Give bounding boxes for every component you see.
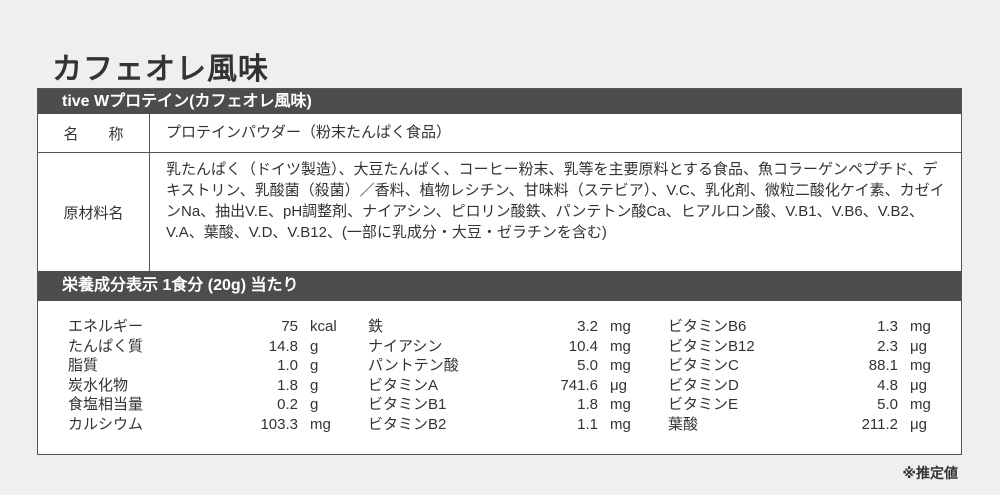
nutrient-unit: g [310,376,319,394]
nutrition-row: ビタミンB1 1.8 mg [368,395,668,415]
nutrient-name: ビタミンC [668,357,739,374]
nutrition-row: ナイアシン 10.4 mg [368,337,668,357]
nutrient-value: 1.8 [277,376,298,394]
nutrient-name: ビタミンA [368,376,439,394]
nutrition-row: 炭水化物 1.8 g [68,376,368,396]
nutrient-unit: mg [610,357,631,374]
nutrition-row: ビタミンA 741.6 μg [368,376,668,396]
ingredients-label: 原材料名 [38,153,150,271]
nutrition-grid: エネルギー 75 kcal たんぱく質 14.8 g 脂質 1.0 g 炭水化物 1.8 g 食塩相当量… [38,301,961,434]
estimate-note: ※推定値 [902,465,958,481]
nutrient-name: 炭水化物 [68,376,129,394]
nutrient-name: エネルギー [68,318,144,335]
nutrition-row: ビタミンC 88.1 mg [668,356,968,376]
nutrition-row: ビタミンB12 2.3 μg [668,337,968,357]
nutrient-name: ビタミンB1 [368,396,447,413]
nutrient-unit: mg [910,357,931,374]
nutrient-name: ナイアシン [368,337,443,355]
nutrition-column: 鉄 3.2 mg ナイアシン 10.4 mg パントテン酸 5.0 mg ビタミンA 741.6 μg… [368,317,668,434]
nutrient-unit: μg [910,415,927,433]
product-header: tive Wプロテイン(カフェオレ風味) [38,89,961,114]
nutrient-unit: kcal [310,318,337,335]
nutrition-row: エネルギー 75 kcal [68,317,368,337]
nutrition-column: ビタミンB6 1.3 mg ビタミンB12 2.3 μg ビタミンC 88.1 mg ビタミンD 4… [668,317,968,434]
nutrient-unit: mg [910,318,931,335]
nutrient-value: 741.6 [560,376,598,394]
product-info-table: tive Wプロテイン(カフェオレ風味) 名 称 プロテインパウダー（粉末たんぱ… [37,88,962,455]
nutrient-unit: mg [610,396,631,413]
nutrient-name: ビタミンE [668,396,739,413]
nutrient-name: 食塩相当量 [68,396,144,413]
nutrition-row: ビタミンB6 1.3 mg [668,317,968,337]
nutrient-unit: mg [910,396,931,413]
nutrient-value: 5.0 [577,357,598,374]
nutrition-row: たんぱく質 14.8 g [68,337,368,357]
nutrient-value: 88.1 [868,357,898,374]
nutrition-header: 栄養成分表示 1食分 (20g) 当たり [38,271,961,301]
nutrient-unit: g [310,337,319,355]
nutrient-name: たんぱく質 [68,337,144,355]
nutrient-value: 5.0 [877,396,898,413]
nutrient-unit: μg [910,337,927,355]
nutrient-value: 211.2 [861,415,898,433]
ingredients-value: 乳たんぱく（ドイツ製造）、大豆たんぱく、コーヒー粉末、乳等を主要原料とする食品、… [166,161,945,241]
nutrient-name: 脂質 [68,357,99,374]
nutrient-value: 3.2 [577,318,598,335]
nutrient-value: 1.3 [877,318,898,335]
nutrient-name: ビタミンB6 [668,318,747,335]
nutrient-value: 1.8 [577,396,598,413]
nutrient-name: 鉄 [368,318,384,335]
nutrition-row: パントテン酸 5.0 mg [368,356,668,376]
nutrient-unit: μg [910,376,927,394]
nutrition-row: カルシウム 103.3 mg [68,415,368,435]
nutrition-row: 鉄 3.2 mg [368,317,668,337]
nutrition-row: 脂質 1.0 g [68,356,368,376]
nutrient-value: 14.8 [268,337,298,355]
row-name: 名 称 プロテインパウダー（粉末たんぱく食品） [38,114,961,153]
nutrition-row: 食塩相当量 0.2 g [68,395,368,415]
nutrition-row: ビタミンE 5.0 mg [668,395,968,415]
nutrient-unit: mg [610,415,631,433]
nutrient-name: ビタミンD [668,376,739,394]
nutrition-column: エネルギー 75 kcal たんぱく質 14.8 g 脂質 1.0 g 炭水化物 1.8 g 食塩相当量… [68,317,368,434]
nutrient-unit: μg [610,376,627,394]
nutrient-name: ビタミンB12 [668,337,755,355]
page-title: カフェオレ風味 [52,53,269,86]
nutrient-name: 葉酸 [668,415,699,433]
nutrient-unit: g [310,396,319,413]
nutrient-name: パントテン酸 [368,357,459,374]
nutrient-value: 1.1 [577,415,598,433]
nutrient-value: 75 [281,318,298,335]
nutrition-row: ビタミンD 4.8 μg [668,376,968,396]
nutrient-unit: mg [310,415,331,433]
nutrient-name: カルシウム [68,415,144,433]
nutrient-value: 0.2 [277,396,298,413]
nutrition-row: 葉酸 211.2 μg [668,415,968,435]
nutrient-value: 10.4 [568,337,598,355]
nutrient-name: ビタミンB2 [368,415,447,433]
nutrient-value: 103.3 [260,415,298,433]
nutrient-value: 1.0 [277,357,298,374]
nutrient-value: 4.8 [877,376,898,394]
nutrient-unit: mg [610,318,631,335]
name-value: プロテインパウダー（粉末たんぱく食品） [166,124,452,141]
name-label: 名 称 [38,114,150,152]
nutrient-unit: g [310,357,319,374]
row-ingredients: 原材料名 乳たんぱく（ドイツ製造）、大豆たんぱく、コーヒー粉末、乳等を主要原料と… [38,153,961,271]
nutrient-unit: mg [610,337,631,355]
nutrition-row: ビタミンB2 1.1 mg [368,415,668,435]
nutrient-value: 2.3 [877,337,898,355]
